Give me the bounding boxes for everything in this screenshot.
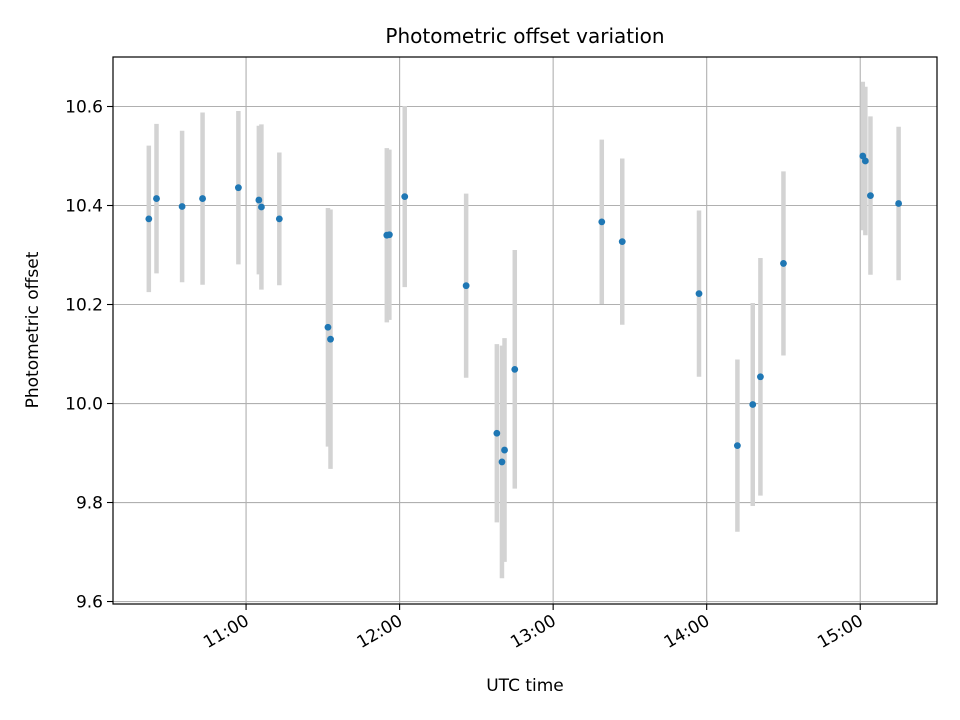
x-axis: 11:00 12:00 13:00 14:00 15:00 (200, 604, 867, 653)
y-tick-label: 9.8 (76, 494, 103, 514)
data-point (145, 215, 153, 223)
data-point (733, 442, 741, 449)
y-axis: 9.6 9.8 10.0 10.2 10.4 10.6 (65, 98, 113, 613)
data-point (255, 196, 263, 204)
data-point (401, 193, 409, 200)
data-point (498, 458, 506, 466)
data-point (153, 195, 160, 202)
y-tick-label: 9.6 (76, 593, 103, 613)
data-point (618, 238, 626, 246)
data-point (511, 365, 519, 373)
data-point (598, 218, 606, 226)
x-tick-label: 14:00 (661, 611, 713, 653)
data-point (234, 184, 242, 192)
plot-frame (112, 56, 938, 605)
data-point (327, 335, 334, 343)
data-point (275, 215, 283, 223)
data-point (501, 446, 508, 454)
x-tick-label: 15:00 (814, 611, 866, 653)
data-point (258, 203, 265, 211)
data-point (895, 200, 903, 207)
data-point (462, 282, 470, 290)
x-tick-label: 11:00 (200, 611, 252, 653)
y-axis-label: Photometric offset (23, 251, 43, 408)
data-point (867, 192, 874, 200)
data-point (757, 373, 764, 381)
y-tick-label: 10.6 (65, 98, 103, 118)
data-point (861, 157, 869, 165)
data-point (178, 203, 186, 210)
data-point (324, 323, 332, 331)
y-tick-label: 10.2 (65, 296, 103, 316)
x-tick-label: 13:00 (507, 611, 559, 653)
data-point (695, 290, 703, 298)
chart-title: Photometric offset variation (385, 24, 664, 48)
plot-background (113, 57, 937, 604)
data-point (749, 401, 757, 408)
data-point (780, 260, 787, 267)
grid (113, 57, 937, 604)
data-points (145, 152, 903, 466)
x-axis-label: UTC time (486, 676, 564, 696)
y-tick-label: 10.4 (65, 197, 103, 217)
data-point (385, 231, 393, 239)
data-point (493, 429, 501, 437)
y-tick-label: 10.0 (65, 395, 103, 415)
x-tick-label: 12:00 (354, 611, 406, 653)
data-point (199, 195, 206, 202)
